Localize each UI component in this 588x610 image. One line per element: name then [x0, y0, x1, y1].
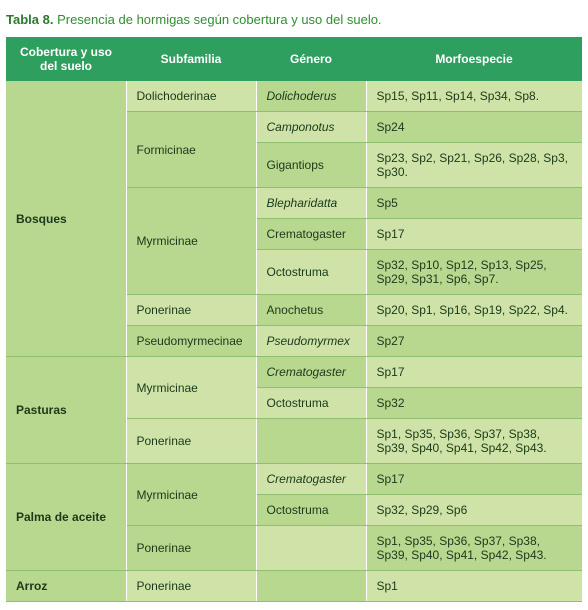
subfamilia-cell: Pseudomyrmecinae — [126, 326, 256, 357]
genero-cell: Dolichoderus — [256, 81, 366, 112]
genero-cell: Blepharidatta — [256, 188, 366, 219]
morfoespecie-cell: Sp32, Sp10, Sp12, Sp13, Sp25, Sp29, Sp31… — [366, 250, 582, 295]
genero-cell: Crematogaster — [256, 357, 366, 388]
genero-cell: Anochetus — [256, 295, 366, 326]
morfoespecie-cell: Sp32, Sp29, Sp6 — [366, 495, 582, 526]
genero-cell: Gigantiops — [256, 143, 366, 188]
subfamilia-cell: Dolichoderinae — [126, 81, 256, 112]
subfamilia-cell: Myrmicinae — [126, 464, 256, 526]
table-caption: Tabla 8. Presencia de hormigas según cob… — [6, 12, 582, 27]
genero-cell — [256, 526, 366, 571]
morfoespecie-cell: Sp1 — [366, 571, 582, 602]
table-row: ArrozPonerinae Sp1 — [6, 571, 582, 602]
morfoespecie-cell: Sp17 — [366, 357, 582, 388]
morfoespecie-cell: Sp1, Sp35, Sp36, Sp37, Sp38, Sp39, Sp40,… — [366, 419, 582, 464]
table-row: PasturasMyrmicinaeCrematogasterSp17 — [6, 357, 582, 388]
table-row: BosquesDolichoderinaeDolichoderusSp15, S… — [6, 81, 582, 112]
genero-cell: Pseudomyrmex — [256, 326, 366, 357]
table-row: Palma de aceiteMyrmicinaeCrematogasterSp… — [6, 464, 582, 495]
cobertura-cell: Pasturas — [6, 357, 126, 464]
subfamilia-cell: Ponerinae — [126, 419, 256, 464]
morfoespecie-cell: Sp17 — [366, 464, 582, 495]
cobertura-cell: Bosques — [6, 81, 126, 357]
morfoespecie-cell: Sp20, Sp1, Sp16, Sp19, Sp22, Sp4. — [366, 295, 582, 326]
genero-cell — [256, 419, 366, 464]
genero-cell: Octostruma — [256, 250, 366, 295]
cobertura-cell: Arroz — [6, 571, 126, 602]
morfoespecie-cell: Sp17 — [366, 219, 582, 250]
genero-cell: Octostruma — [256, 388, 366, 419]
morfoespecie-cell: Sp5 — [366, 188, 582, 219]
genero-cell: Crematogaster — [256, 464, 366, 495]
genero-cell — [256, 571, 366, 602]
header-cobertura: Cobertura y uso del suelo — [6, 37, 126, 81]
subfamilia-cell: Myrmicinae — [126, 357, 256, 419]
cobertura-cell: Palma de aceite — [6, 464, 126, 571]
morfoespecie-cell: Sp23, Sp2, Sp21, Sp26, Sp28, Sp3, Sp30. — [366, 143, 582, 188]
morfoespecie-cell: Sp15, Sp11, Sp14, Sp34, Sp8. — [366, 81, 582, 112]
subfamilia-cell: Formicinae — [126, 112, 256, 188]
morfoespecie-cell: Sp32 — [366, 388, 582, 419]
subfamilia-cell: Ponerinae — [126, 526, 256, 571]
ant-presence-table: Cobertura y uso del suelo Subfamilia Gén… — [6, 37, 582, 602]
header-subfamilia: Subfamilia — [126, 37, 256, 81]
genero-cell: Octostruma — [256, 495, 366, 526]
genero-cell: Camponotus — [256, 112, 366, 143]
genero-cell: Crematogaster — [256, 219, 366, 250]
caption-text: Presencia de hormigas según cobertura y … — [57, 12, 381, 27]
morfoespecie-cell: Sp24 — [366, 112, 582, 143]
subfamilia-cell: Ponerinae — [126, 295, 256, 326]
header-morfoespecie: Morfoespecie — [366, 37, 582, 81]
morfoespecie-cell: Sp27 — [366, 326, 582, 357]
header-genero: Género — [256, 37, 366, 81]
morfoespecie-cell: Sp1, Sp35, Sp36, Sp37, Sp38, Sp39, Sp40,… — [366, 526, 582, 571]
subfamilia-cell: Myrmicinae — [126, 188, 256, 295]
caption-label: Tabla 8. — [6, 12, 53, 27]
subfamilia-cell: Ponerinae — [126, 571, 256, 602]
table-header-row: Cobertura y uso del suelo Subfamilia Gén… — [6, 37, 582, 81]
